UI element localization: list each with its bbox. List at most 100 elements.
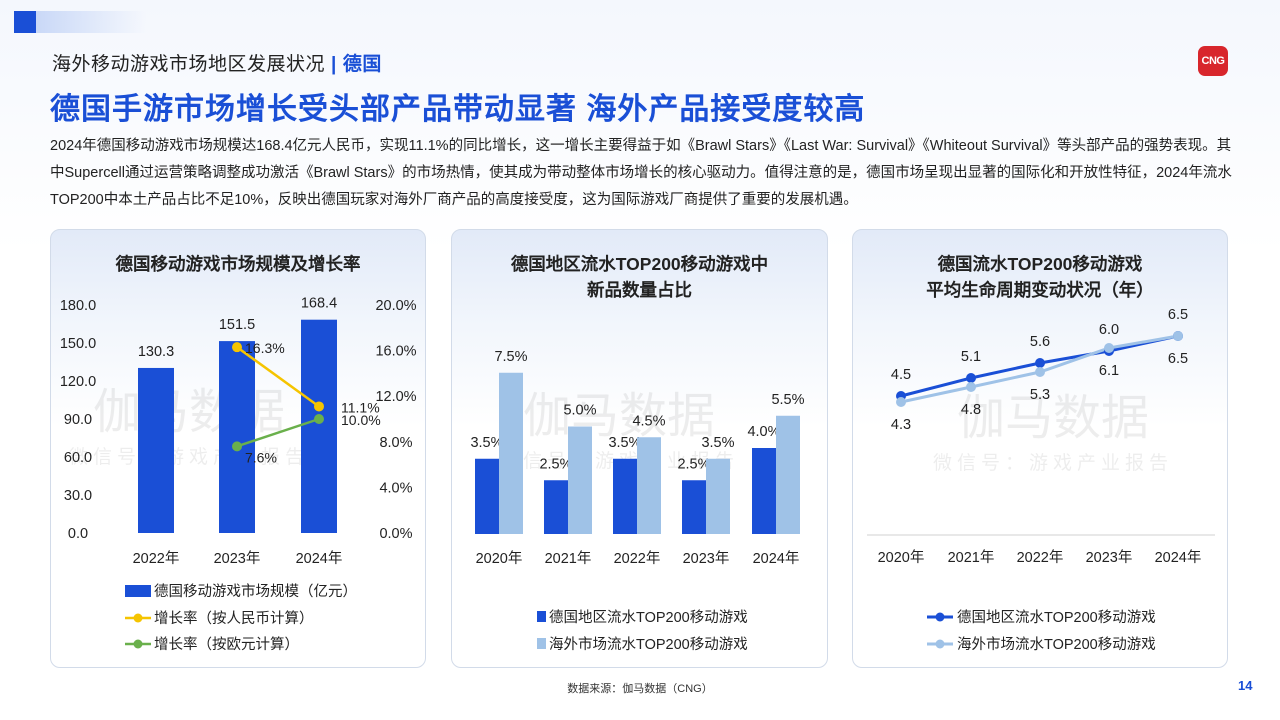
bar	[568, 426, 592, 534]
chart-title: 德国地区流水TOP200移动游戏中 新品数量占比	[452, 251, 827, 303]
y2-axis-tick-label: 20.0%	[375, 298, 416, 314]
legend-label: 增长率（按人民币计算）	[154, 610, 314, 627]
bar-data-label: 4.0%	[747, 424, 780, 440]
bar	[138, 367, 174, 533]
line-data-label: 11.1%	[341, 399, 380, 415]
legend-label: 德国移动游戏市场规模（亿元）	[154, 583, 357, 600]
series-point	[314, 401, 324, 412]
watermark-main: 伽马数据	[957, 392, 1149, 445]
series-point	[1035, 358, 1045, 368]
bar	[682, 480, 706, 534]
page-number: 14	[1238, 678, 1253, 693]
x-axis-tick-label: 2021年	[545, 550, 592, 567]
bar	[613, 458, 637, 534]
cng-logo: CNG	[1198, 46, 1228, 76]
y-axis-tick-label: 0.0	[68, 526, 88, 542]
bar	[706, 458, 730, 534]
y-axis-tick-label: 30.0	[64, 488, 92, 504]
data-label: 4.3	[891, 417, 911, 433]
bar	[544, 480, 568, 534]
data-label: 6.5	[1168, 307, 1188, 323]
series-point	[966, 373, 976, 383]
series-line	[236, 417, 320, 448]
y-axis-tick-label: 150.0	[60, 336, 96, 352]
bar	[219, 341, 255, 533]
watermark-main: 伽马数据	[523, 390, 715, 443]
bar-data-label: 3.5%	[701, 435, 734, 451]
y2-axis-tick-label: 8.0%	[379, 435, 412, 451]
series-point	[966, 382, 976, 392]
legend-swatch-point	[133, 639, 143, 649]
watermark-main: 伽马数据	[93, 386, 285, 439]
header-accent-square	[14, 11, 36, 33]
chart-panel-new-products: 德国地区流水TOP200移动游戏中 新品数量占比 伽马数据微信号：游戏产业报告3…	[451, 229, 828, 668]
y-axis-tick-label: 60.0	[64, 450, 92, 466]
bar	[301, 319, 337, 533]
x-axis-tick-label: 2024年	[296, 550, 343, 567]
bar	[475, 458, 499, 534]
chart-title: 德国流水TOP200移动游戏 平均生命周期变动状况（年）	[853, 251, 1227, 303]
bar-data-label: 151.5	[219, 317, 255, 333]
bar-data-label: 130.3	[138, 344, 174, 360]
y2-axis-tick-label: 0.0%	[379, 526, 412, 542]
data-source: 数据来源：伽马数据（CNG）	[567, 683, 713, 695]
x-axis-tick-label: 2022年	[614, 550, 661, 567]
legend-swatch	[537, 611, 546, 622]
series-point	[232, 441, 242, 452]
data-label: 5.1	[961, 349, 981, 365]
chart-title-line-1: 德国地区流水TOP200移动游戏中	[510, 254, 769, 274]
series-point	[314, 414, 324, 424]
bar-data-label: 7.5%	[494, 349, 527, 365]
chart-panel-lifecycle: 德国流水TOP200移动游戏 平均生命周期变动状况（年） 伽马数据 微信号：游戏产…	[852, 229, 1228, 668]
chart-market-size: 伽马数据微信号：游戏产业报告180.0150.0120.090.060.030.…	[60, 296, 417, 653]
breadcrumb-separator: |	[331, 54, 337, 75]
y2-axis-tick-label: 16.0%	[375, 344, 416, 360]
page-description: 2024年德国移动游戏市场规模达168.4亿元人民币，实现11.1%的同比增长，…	[50, 138, 1232, 208]
y-axis-tick-label: 90.0	[64, 412, 92, 428]
line-data-label: 7.6%	[245, 449, 277, 465]
y2-axis-tick-label: 4.0%	[379, 480, 412, 496]
legend-swatch-point	[935, 612, 945, 622]
bar-data-label: 3.5%	[608, 435, 641, 451]
bar-data-label: 2.5%	[539, 456, 572, 472]
page-title: 德国手游市场增长受头部产品带动显著 海外产品接受度较高	[50, 93, 866, 126]
chart-panel-market-size: 德国移动游戏市场规模及增长率 伽马数据 微信号：游戏产业报告 180.0 150.0 1…	[50, 229, 426, 668]
breadcrumb-country: 德国	[342, 54, 382, 75]
chart-new-products: 伽马数据微信号：游戏产业报告3.5%2.5%3.5%2.5%4.0%7.5%5.…	[470, 349, 804, 653]
chart-title-line-2: 新品数量占比	[587, 280, 692, 300]
bar-data-label: 3.5%	[470, 435, 503, 451]
series-point	[896, 397, 906, 407]
bar-data-label: 2.5%	[677, 456, 710, 472]
legend-swatch-point	[133, 613, 143, 623]
line-data-label: 10.0%	[341, 412, 381, 428]
data-label: 4.8	[961, 402, 981, 418]
legend-swatch	[537, 638, 546, 649]
data-label: 6.0	[1099, 322, 1119, 338]
y-axis-tick-label: 120.0	[60, 374, 96, 390]
bar	[752, 448, 776, 534]
y2-axis-tick-label: 12.0%	[375, 389, 416, 405]
x-axis-tick-label: 2023年	[214, 550, 261, 567]
breadcrumb: 海外移动游戏市场地区发展状况 | 德国	[52, 49, 382, 76]
bar-data-label: 5.0%	[563, 403, 596, 419]
chart-title-line-2: 平均生命周期变动状况（年）	[926, 280, 1154, 300]
legend-label: 海外市场流水TOP200移动游戏	[957, 636, 1156, 653]
series-point	[1173, 331, 1183, 341]
x-axis-tick-label: 2020年	[878, 549, 925, 566]
x-axis-tick-label: 2023年	[683, 550, 730, 567]
bar-data-label: 168.4	[301, 296, 337, 312]
data-label: 4.5	[891, 367, 911, 383]
header-accent-gradient	[36, 11, 146, 33]
bar-data-label: 4.5%	[632, 413, 665, 429]
bar	[637, 437, 661, 534]
bar	[499, 372, 523, 534]
bar-data-label: 5.5%	[771, 392, 804, 408]
bar	[776, 415, 800, 534]
series-point	[1035, 367, 1045, 377]
x-axis-tick-label: 2020年	[476, 550, 523, 567]
x-axis-tick-label: 2024年	[753, 550, 800, 567]
x-axis-tick-label: 2022年	[1017, 549, 1064, 566]
legend-label: 德国地区流水TOP200移动游戏	[957, 609, 1156, 626]
data-label: 5.3	[1030, 387, 1050, 403]
